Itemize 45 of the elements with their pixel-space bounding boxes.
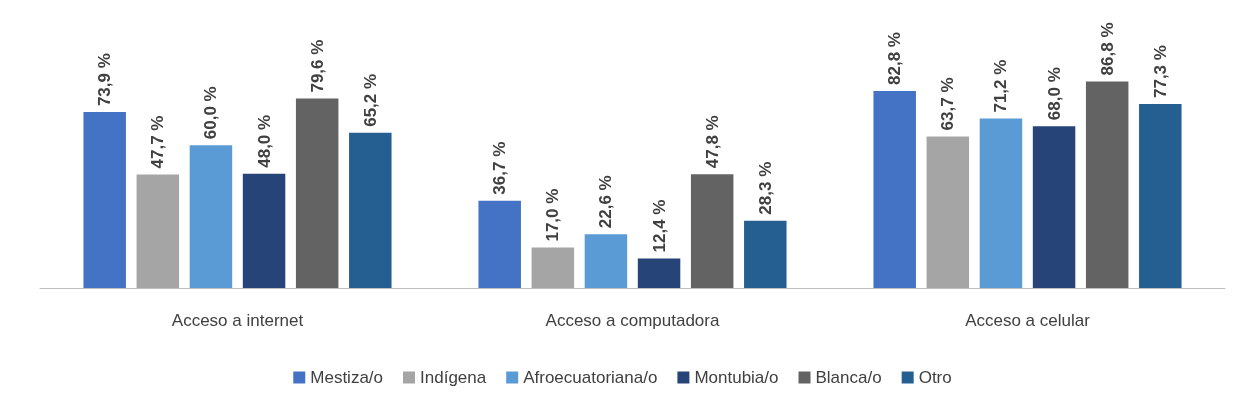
- bar: [478, 200, 521, 288]
- bar: [83, 112, 126, 288]
- data-label: 47,7 %: [148, 115, 168, 169]
- x-tick-label: Acceso a computadora: [545, 311, 720, 330]
- bar: [1085, 81, 1129, 288]
- bar: [136, 174, 180, 288]
- data-label: 73,9 %: [95, 53, 115, 107]
- data-label: 17,0 %: [543, 188, 563, 242]
- data-label: 86,8 %: [1097, 22, 1117, 76]
- data-label: 82,8 %: [885, 32, 905, 85]
- bar: [1139, 104, 1182, 288]
- legend-label: Montubia/o: [694, 368, 779, 387]
- bar: [637, 258, 681, 288]
- data-label: 63,7 %: [938, 77, 958, 131]
- bar: [349, 132, 392, 288]
- legend-label: Mestiza/o: [310, 368, 384, 387]
- data-label: 36,7 %: [490, 141, 510, 195]
- data-label: 22,6 %: [596, 175, 616, 229]
- bar: [295, 98, 339, 288]
- bar: [873, 90, 916, 288]
- bar: [744, 220, 787, 288]
- data-label: 79,6 %: [307, 39, 327, 93]
- data-label: 48,0 %: [254, 114, 274, 168]
- data-label: 60,0 %: [201, 86, 221, 140]
- legend-label: Indígena: [420, 368, 487, 387]
- bar: [926, 136, 970, 288]
- bar: [584, 234, 628, 288]
- bar: [242, 173, 286, 288]
- data-label: 65,2 %: [360, 73, 380, 127]
- bar: [690, 174, 734, 288]
- bar: [189, 145, 233, 288]
- bar: [531, 247, 575, 288]
- legend-label: Afroecuatoriana/o: [523, 368, 658, 387]
- bar: [979, 118, 1023, 288]
- x-tick-label: Acceso a internet: [171, 311, 304, 330]
- data-label: 12,4 %: [649, 199, 669, 253]
- data-label: 47,8 %: [702, 115, 722, 169]
- data-label: 28,3 %: [755, 161, 775, 215]
- x-tick-label: Acceso a celular: [965, 311, 1091, 330]
- legend-label: Otro: [918, 368, 952, 387]
- bar: [1032, 126, 1076, 288]
- data-label: 68,0 %: [1044, 67, 1064, 121]
- data-label: 77,3 %: [1150, 45, 1170, 99]
- data-label: 71,2 %: [991, 59, 1011, 113]
- legend-label: Blanca/o: [815, 368, 882, 387]
